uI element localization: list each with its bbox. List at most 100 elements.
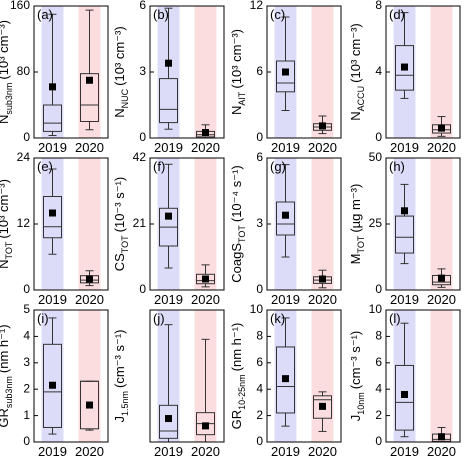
y-label-subscript: TOT (356, 235, 366, 253)
x-tick-label: 2020 (308, 444, 337, 459)
y-axis-label: Nsub3nm (10³ cm⁻³) (0, 20, 14, 124)
y-tick-label: 12 (17, 216, 31, 230)
y-axis-label: GR10-25nm (nm h⁻¹) (229, 323, 247, 430)
year-band (78, 158, 101, 290)
x-tick-label: 2019 (390, 292, 419, 307)
y-label-symbol: N (0, 260, 11, 269)
box (395, 45, 414, 91)
y-label-subscript: sub3nm (4, 376, 14, 408)
year-band (311, 6, 334, 138)
y-label-unit: (10³ cm⁻³) (229, 29, 244, 89)
y-tick-label: 6 (256, 150, 263, 164)
y-tick-label: 2 (23, 381, 30, 395)
x-tick-label: 2019 (38, 444, 67, 459)
panel-label: (c) (270, 7, 285, 22)
mean-marker (49, 381, 56, 389)
y-label-symbol: GR (229, 410, 244, 430)
y-tick-label: 8 (375, 329, 382, 343)
plot-frame (266, 309, 342, 443)
year-band (311, 158, 334, 290)
y-tick-label: 10 (369, 302, 383, 316)
y-label-symbol: N (348, 111, 363, 120)
y-label-unit: (nm h⁻¹) (0, 324, 11, 373)
y-tick-label: 6 (256, 355, 263, 369)
y-axis-label: NAIT (10³ cm⁻³) (229, 29, 247, 115)
y-label-subscript: 1.5nm (120, 391, 130, 416)
y-label-symbol: CS (112, 253, 127, 271)
x-tick-label: 2019 (390, 140, 419, 155)
year-band (393, 310, 416, 442)
y-label-unit: (10⁻³ s⁻¹) (112, 177, 127, 233)
y-label-subscript: TOT (4, 241, 14, 259)
y-tick-label: 42 (133, 150, 147, 164)
x-tick-label: 2020 (75, 140, 104, 155)
box (313, 395, 332, 419)
y-label-symbol: N (0, 115, 11, 124)
box (276, 60, 295, 93)
y-tick-label: 0 (256, 282, 263, 296)
year-band (41, 158, 64, 290)
y-label-subscript: TOT (120, 235, 130, 253)
y-axis-label: NNUC (10³ cm⁻³) (112, 26, 130, 117)
y-tick-label: 80 (17, 64, 31, 78)
panel-label: (i) (37, 311, 49, 326)
plot-frame (266, 5, 342, 139)
mean-marker (401, 390, 408, 398)
plot-frame (266, 157, 342, 291)
y-tick-label: 0 (139, 130, 146, 144)
y-label-subscript: ACCU (356, 86, 366, 112)
plot-frame (149, 5, 225, 139)
mean-marker (401, 207, 408, 215)
plot-frame (33, 309, 109, 443)
x-tick-label: 2020 (75, 292, 104, 307)
y-label-unit: (10³ cm⁻³) (348, 23, 363, 83)
x-tick-label: 2019 (154, 292, 183, 307)
year-band (157, 158, 180, 290)
y-tick-label: 0 (139, 282, 146, 296)
x-tick-label: 2019 (38, 140, 67, 155)
mean-marker (165, 415, 172, 423)
plot-frame (33, 5, 109, 139)
y-label-subscript: NUC (120, 88, 130, 108)
mean-marker (49, 83, 56, 91)
y-axis-label: MTOT (µg m⁻³) (348, 184, 366, 265)
y-tick-label: 1 (23, 408, 30, 422)
y-label-subscript: 10-25nm (237, 374, 247, 410)
y-tick-label: 21 (133, 216, 147, 230)
mean-marker (282, 68, 289, 76)
mean-marker (202, 275, 209, 283)
y-tick-label: 4 (256, 381, 263, 395)
y-tick-label: 25 (369, 216, 383, 230)
plot-frame (385, 309, 461, 443)
year-band (393, 158, 416, 290)
mean-marker (202, 129, 209, 136)
y-tick-label: 160 (10, 0, 30, 12)
box (43, 343, 62, 428)
y-axis-label: J10nm (cm⁻³ s⁻¹) (348, 331, 366, 422)
y-tick-label: 8 (375, 0, 382, 12)
year-band (430, 310, 453, 442)
y-tick-label: 50 (369, 150, 383, 164)
y-axis-label: CSTOT (10⁻³ s⁻¹) (112, 177, 130, 272)
box (43, 104, 62, 132)
x-tick-label: 2019 (390, 444, 419, 459)
panel-label: (a) (37, 7, 53, 22)
box (395, 215, 414, 254)
y-label-unit: (cm⁻³ s⁻¹) (348, 331, 363, 389)
x-tick-label: 2020 (191, 140, 220, 155)
x-tick-label: 2019 (271, 444, 300, 459)
mean-marker (165, 59, 172, 67)
panel-label: (d) (389, 7, 405, 22)
y-label-unit: (10³ cm⁻³) (0, 179, 11, 239)
y-tick-label: 0 (256, 434, 263, 448)
panel-label: (b) (153, 7, 169, 22)
plot-frame (385, 157, 461, 291)
y-label-unit: (µg m⁻³) (348, 184, 363, 233)
y-tick-label: 4 (375, 64, 382, 78)
box (159, 404, 178, 439)
mean-marker (86, 401, 93, 409)
y-tick-label: 5 (23, 302, 30, 316)
mean-marker (282, 375, 289, 383)
plot-frame (33, 157, 109, 291)
